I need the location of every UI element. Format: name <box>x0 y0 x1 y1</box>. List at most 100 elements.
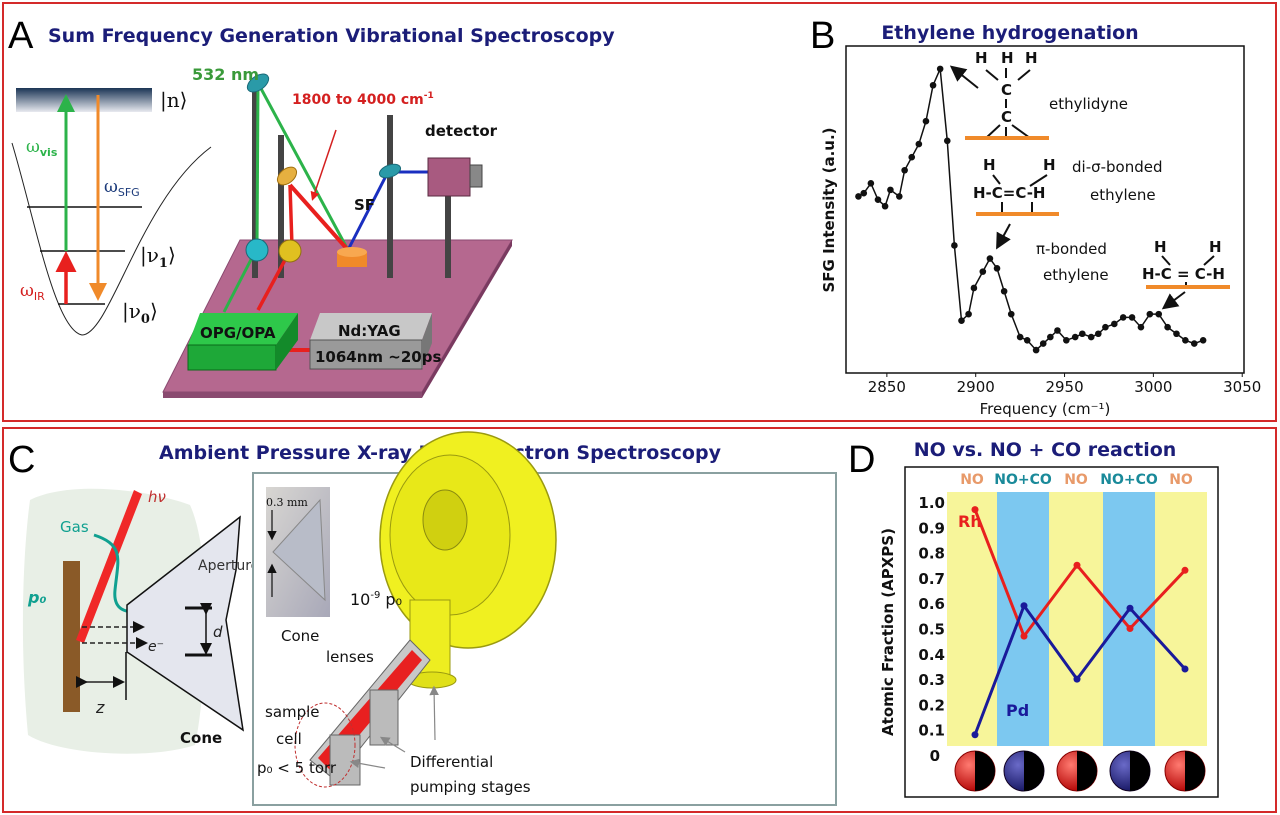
ir-pointer-arrow <box>310 129 337 201</box>
detector-label: detector <box>425 122 498 140</box>
x-tick-label: 2950 <box>1045 378 1083 396</box>
atom-h: H <box>1001 49 1014 67</box>
data-point <box>1146 310 1154 318</box>
panel-a: A Sum Frequency Generation Vibrational S… <box>8 15 615 398</box>
ir-range-label: 1800 to 4000 cm-1 <box>292 91 434 108</box>
data-point <box>965 310 972 318</box>
z-label: z <box>95 698 105 717</box>
sample-cell-highlight <box>294 702 356 788</box>
x-tick-label: 2900 <box>957 378 995 396</box>
post <box>387 115 393 278</box>
y-tick-label: 0 <box>930 747 940 765</box>
y-tick-label: 0.5 <box>918 621 945 639</box>
opg-top <box>188 313 298 345</box>
band-label: NO <box>960 472 984 488</box>
atom-c: C <box>1001 81 1012 99</box>
atom-h: H <box>983 156 996 174</box>
y-tick-label: 0.4 <box>918 646 945 664</box>
sample-label: sample <box>265 703 320 721</box>
xray-beam <box>76 490 142 643</box>
band-label: NO <box>1169 472 1193 488</box>
y-axis-label: Atomic Fraction (APXPS) <box>879 528 897 736</box>
green-beam <box>256 82 350 251</box>
pi-label-1: π-bonded <box>1036 240 1107 258</box>
potential-curve <box>11 142 212 336</box>
y-tick-label: 0.3 <box>918 671 945 689</box>
sample <box>63 561 80 712</box>
apxps-instrument: 0.3 mm Cone 10-9 p₀ lenses sample cell p… <box>252 431 837 806</box>
data-point <box>881 202 889 210</box>
panel-letter: A <box>8 15 34 57</box>
ndyag-top <box>310 313 432 340</box>
y-axis-label: SFG Intensity (a.u.) <box>820 127 838 292</box>
sphere-shadow <box>1077 751 1097 791</box>
gas-label: Gas <box>60 518 89 536</box>
post <box>252 88 258 278</box>
bonds <box>992 174 1048 213</box>
sphere-shadow <box>1185 751 1205 791</box>
data-point <box>1047 333 1054 341</box>
apxps-schematic: hν Gas p₀ e⁻ z d Aperture Cone <box>22 488 259 754</box>
data-point <box>1071 333 1079 341</box>
atom-h: H <box>1043 156 1056 174</box>
y-tick-label: 0.7 <box>918 570 945 588</box>
cone-label: Cone <box>180 729 222 747</box>
panel-title: Sum Frequency Generation Vibrational Spe… <box>48 25 615 47</box>
data-point <box>943 137 951 145</box>
lenses-label: lenses <box>326 648 374 666</box>
panel-letter: C <box>8 439 35 481</box>
data-point <box>1063 337 1070 344</box>
state-n-label: |n⟩ <box>160 88 187 113</box>
series <box>971 506 1189 739</box>
detector-box <box>427 157 471 197</box>
spectrum-series <box>855 65 1207 354</box>
table-side <box>422 240 512 398</box>
sphere-pd <box>1003 750 1045 792</box>
lens <box>278 239 302 263</box>
data-point <box>1054 327 1061 334</box>
sample-top <box>337 247 367 257</box>
y-tick-label: 1.0 <box>918 494 945 512</box>
y-tick-label: 0.2 <box>918 696 945 714</box>
sphere-shadow <box>1024 751 1044 791</box>
band-label: NO+CO <box>994 472 1052 488</box>
chart-title: Ethylene hydrogenation <box>881 22 1138 44</box>
data-point <box>915 140 923 148</box>
data-point <box>1016 333 1024 341</box>
pressure-label: p₀ <box>27 588 46 607</box>
data-point <box>971 731 979 739</box>
bottom-markers <box>954 750 1206 792</box>
molecule-formula: H-C = C-H <box>1142 265 1225 283</box>
omega-sfg-label: ωSFG <box>104 177 140 199</box>
data-point <box>929 81 937 89</box>
pi-bonded-structure: π-bonded ethylene H H H-C = C-H <box>1036 238 1230 310</box>
x-ticks: 2850 2900 2950 3000 3050 <box>868 373 1261 396</box>
plot-area <box>845 45 1245 374</box>
panel-letter: B <box>810 15 835 57</box>
panel-letter: D <box>848 439 875 481</box>
band-no <box>1049 492 1103 746</box>
pumping-stage <box>369 689 399 746</box>
x-tick-label: 2850 <box>868 378 906 396</box>
mirror <box>246 73 270 93</box>
data-point <box>908 153 916 161</box>
sfg-setup: 532 nm 1800 to 4000 cm-1 detector SF OPG… <box>162 65 513 398</box>
series-label-pd: Pd <box>1006 701 1029 720</box>
mirror <box>276 166 298 186</box>
data-point <box>958 317 965 324</box>
x-tick-label: 3000 <box>1134 378 1172 396</box>
molecule-formula: H-C=C-H <box>973 184 1046 202</box>
green-beam <box>255 82 260 249</box>
chamber-port <box>422 489 468 551</box>
data-point <box>1095 330 1102 338</box>
omega-vis-label: ωvis <box>26 137 58 159</box>
x-tick-label: 3050 <box>1223 378 1261 396</box>
data-point <box>1102 323 1109 331</box>
pumping-stages-label: pumping stages <box>410 778 531 796</box>
table-edge <box>163 392 422 398</box>
data-point <box>951 242 958 249</box>
detector-lens <box>469 164 483 188</box>
data-point <box>896 193 903 200</box>
y-tick-label: 0.8 <box>918 545 945 563</box>
cone-tip <box>272 498 326 602</box>
